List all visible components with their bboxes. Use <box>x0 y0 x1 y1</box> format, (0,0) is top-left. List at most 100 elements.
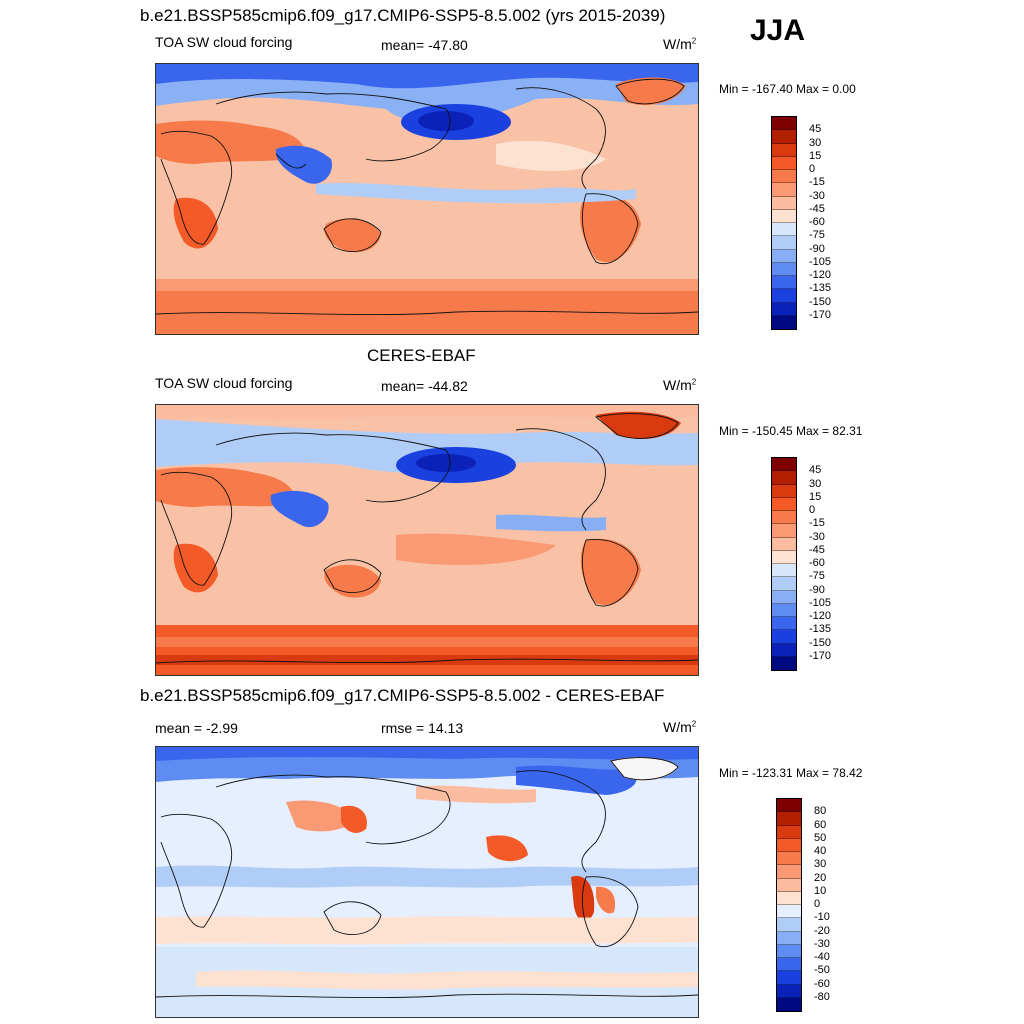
panel1-minmax: Min = -167.40 Max = 0.00 <box>719 82 856 96</box>
panel2-map <box>155 404 699 676</box>
colorbar-tick-label: -10 <box>814 911 830 924</box>
panel3-map <box>155 746 699 1018</box>
colorbar-swatch <box>777 944 801 958</box>
panel2-title: CERES-EBAF <box>367 346 476 365</box>
colorbar-swatch <box>772 236 796 250</box>
colorbar-swatch <box>777 825 801 839</box>
colorbar-swatch <box>772 537 796 551</box>
panel2-mean-label: mean= -44.82 <box>381 378 468 394</box>
colorbar-swatch <box>777 812 801 826</box>
colorbar-swatch <box>777 852 801 866</box>
colorbar-tick-label: 60 <box>814 818 827 831</box>
panel3-minmax: Min = -123.31 Max = 78.42 <box>719 766 863 780</box>
colorbar-tick-label: -40 <box>814 951 830 963</box>
panel3-rmse-label: rmse = 14.13 <box>381 720 464 736</box>
colorbar-swatch <box>772 484 796 498</box>
colorbar-tick-label: -150 <box>809 295 832 308</box>
colorbar-tick-label: -135 <box>809 623 832 636</box>
colorbar-swatch <box>772 590 796 604</box>
colorbar-tick-label: -120 <box>809 269 832 281</box>
colorbar-swatch <box>772 249 796 263</box>
colorbar-swatch <box>777 931 801 945</box>
colorbar-tick-label: -60 <box>814 977 830 990</box>
colorbar-swatch <box>772 471 796 485</box>
colorbar-tick-label: -80 <box>814 990 830 1003</box>
colorbar-tick-label: -150 <box>809 636 832 649</box>
colorbar-tick-label: -30 <box>809 530 825 543</box>
colorbar-tick-label: 40 <box>814 845 827 857</box>
panel1-title: b.e21.BSSP585cmip6.f09_g17.CMIP6-SSP5-8.… <box>140 6 666 25</box>
colorbar-swatch <box>777 891 801 905</box>
colorbar-tick-label: -105 <box>809 255 832 268</box>
panel1-mean-label: mean= -47.80 <box>381 37 468 53</box>
colorbar-tick-label: 45 <box>809 464 822 477</box>
colorbar-tick-label: 20 <box>814 871 827 884</box>
panel2-minmax: Min = -150.45 Max = 82.31 <box>719 424 863 438</box>
panel2-unit-label: W/m2 <box>663 377 697 393</box>
colorbar-swatch <box>772 117 796 131</box>
colorbar-swatch <box>777 997 801 1011</box>
colorbar-tick-label: -75 <box>809 570 825 583</box>
panel3-title: b.e21.BSSP585cmip6.f09_g17.CMIP6-SSP5-8.… <box>140 686 665 705</box>
season-label: JJA <box>750 14 806 47</box>
colorbar-swatch <box>772 130 796 144</box>
colorbar-tick-label: 30 <box>809 477 822 490</box>
colorbar-swatch <box>772 564 796 578</box>
colorbar-swatch <box>772 276 796 290</box>
colorbar-swatch <box>772 289 796 303</box>
colorbar-tick-label: 0 <box>809 163 816 175</box>
panel1-map <box>155 63 699 335</box>
colorbar-tick-label: 0 <box>814 898 821 910</box>
colorbar-tick-label: -170 <box>809 308 832 321</box>
colorbar-swatch <box>777 971 801 985</box>
colorbar-swatch <box>772 302 796 316</box>
colorbar-tick-label: -60 <box>809 557 825 569</box>
colorbar-swatch <box>772 577 796 591</box>
colorbar-swatch <box>772 183 796 197</box>
colorbar-tick-label: -30 <box>809 189 825 202</box>
colorbar-swatch <box>777 865 801 879</box>
colorbar-swatch <box>772 170 796 184</box>
panel3-mean-label: mean = -2.99 <box>155 720 238 736</box>
panel1-colorbar <box>771 116 797 330</box>
colorbar-swatch <box>772 630 796 644</box>
colorbar-tick-label: -15 <box>809 176 825 189</box>
colorbar-tick-label: -20 <box>814 924 830 937</box>
colorbar-swatch <box>772 511 796 525</box>
colorbar-swatch <box>772 196 796 210</box>
colorbar-tick-label: 30 <box>814 858 827 871</box>
panel2-variable-label: TOA SW cloud forcing <box>155 375 293 391</box>
colorbar-tick-label: 45 <box>809 123 822 136</box>
panel3-colorbar <box>776 798 802 1012</box>
panel2-colorbar <box>771 457 797 671</box>
colorbar-tick-label: -75 <box>809 229 825 242</box>
colorbar-swatch <box>772 524 796 538</box>
colorbar-swatch <box>777 878 801 892</box>
colorbar-tick-label: -50 <box>814 964 830 977</box>
colorbar-tick-label: -90 <box>809 583 825 596</box>
colorbar-swatch <box>772 209 796 223</box>
colorbar-swatch <box>777 918 801 932</box>
colorbar-tick-label: -90 <box>809 242 825 255</box>
colorbar-tick-label: 30 <box>809 136 822 149</box>
colorbar-tick-label: -170 <box>809 649 832 662</box>
panel3-unit-label: W/m2 <box>663 719 697 735</box>
panel1-unit-label: W/m2 <box>663 36 697 52</box>
colorbar-tick-label: -45 <box>809 543 825 556</box>
colorbar-swatch <box>772 262 796 276</box>
colorbar-swatch <box>772 223 796 237</box>
colorbar-tick-label: -30 <box>814 937 830 950</box>
colorbar-swatch <box>772 315 796 329</box>
colorbar-swatch <box>772 497 796 511</box>
colorbar-tick-label: 0 <box>809 504 816 516</box>
colorbar-swatch <box>772 143 796 157</box>
colorbar-swatch <box>777 984 801 998</box>
colorbar-tick-label: -60 <box>809 216 825 228</box>
colorbar-swatch <box>777 799 801 813</box>
colorbar-swatch <box>772 458 796 472</box>
colorbar-swatch <box>772 550 796 564</box>
colorbar-swatch <box>772 643 796 657</box>
colorbar-swatch <box>777 905 801 919</box>
colorbar-tick-label: -120 <box>809 610 832 622</box>
colorbar-swatch <box>772 603 796 617</box>
